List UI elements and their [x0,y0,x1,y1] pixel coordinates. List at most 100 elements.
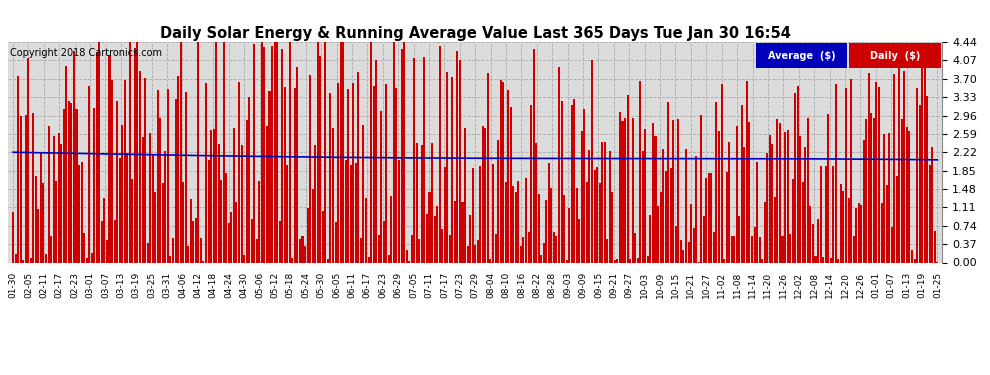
Bar [619,112,621,262]
Bar [880,203,882,262]
Bar [924,57,926,262]
Bar [317,42,319,262]
Bar [705,178,707,262]
Bar [360,237,362,262]
Bar [226,173,228,262]
Bar [565,260,567,262]
Bar [609,151,611,262]
Bar [652,123,654,262]
Bar [380,111,382,262]
Bar [520,246,522,262]
Bar [271,46,273,262]
Bar [693,228,695,262]
Bar [545,200,547,262]
Bar [560,101,562,262]
Bar [789,234,791,262]
Bar [820,166,822,262]
Bar [906,127,908,262]
Bar [124,80,126,262]
Bar [505,182,507,262]
Bar [761,259,763,262]
Bar [413,58,415,262]
Bar [817,219,819,262]
Bar [570,105,573,262]
Bar [429,192,431,262]
Bar [543,243,545,262]
Bar [281,49,283,262]
Bar [469,215,471,262]
Bar [78,165,80,262]
Bar [914,259,916,262]
Bar [75,110,77,262]
Bar [335,222,337,262]
Bar [728,142,731,262]
Bar [444,167,446,262]
Bar [840,184,842,262]
Bar [601,142,603,262]
Bar [606,239,608,262]
Bar [497,140,499,262]
Bar [48,126,50,262]
Bar [581,131,583,262]
Bar [776,119,778,262]
Bar [611,192,614,262]
Bar [343,42,345,262]
Bar [309,75,311,262]
Bar [442,229,444,262]
Bar [426,214,428,262]
Bar [842,190,844,262]
Bar [129,42,131,262]
Bar [349,165,351,262]
Bar [477,240,479,262]
Bar [182,182,184,262]
Bar [815,256,817,262]
Bar [289,42,291,262]
Bar [550,189,552,262]
Bar [654,136,656,262]
Bar [375,60,377,262]
Bar [591,60,593,262]
Bar [228,223,230,262]
Bar [154,192,156,262]
Bar [721,84,723,262]
Bar [88,87,90,262]
Bar [883,134,885,262]
Bar [810,206,812,262]
Bar [385,84,387,262]
Bar [812,224,814,262]
Bar [568,209,570,262]
Bar [294,88,296,262]
Bar [662,149,664,262]
Bar [137,42,139,262]
Bar [586,182,588,262]
Bar [208,160,210,262]
Bar [83,233,85,262]
Bar [85,258,88,262]
Bar [891,226,893,262]
Bar [459,60,461,262]
Bar [664,171,666,262]
Bar [260,42,263,262]
Bar [55,181,57,262]
Bar [552,231,555,262]
Bar [436,206,439,262]
Bar [695,156,697,262]
Bar [174,99,176,262]
Bar [734,236,736,262]
Bar [929,165,931,262]
Bar [558,68,560,262]
Bar [434,216,436,262]
Bar [802,182,804,262]
Bar [835,84,837,262]
Bar [741,105,742,262]
Bar [555,236,557,262]
Bar [594,170,596,262]
Bar [680,240,682,262]
Bar [233,128,235,262]
Bar [878,87,880,262]
Bar [27,58,30,262]
Bar [286,165,288,262]
Bar [68,100,70,262]
Bar [533,49,535,262]
Bar [109,55,111,262]
